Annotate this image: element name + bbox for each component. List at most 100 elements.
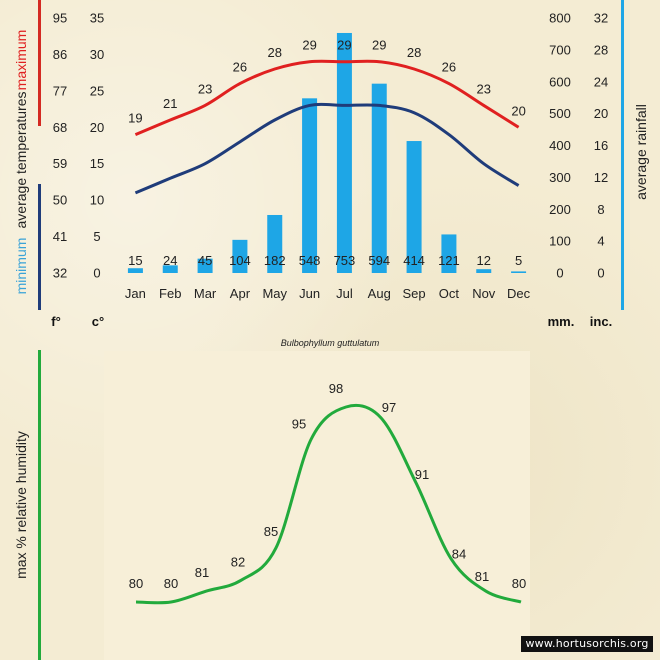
mm-unit: mm. (548, 314, 575, 329)
inch-tick: 20 (594, 106, 608, 121)
maximum-value-label: 21 (163, 96, 177, 111)
month-tick: Sep (403, 286, 426, 301)
fahrenheit-tick: 95 (53, 11, 67, 26)
celsius-tick: 25 (90, 83, 104, 98)
month-tick: Jul (336, 286, 353, 301)
inch-unit: inc. (590, 314, 612, 329)
humidity-value-label: 84 (452, 547, 466, 562)
mm-tick: 400 (549, 138, 571, 153)
fahrenheit-tick: 59 (53, 156, 67, 171)
rainfall-value-label: 24 (163, 253, 177, 268)
humidity-value-label: 80 (164, 576, 178, 591)
month-tick: Feb (159, 286, 181, 301)
rainfall-value-label: 594 (368, 253, 390, 268)
average-temperatures-label: average temperatures (13, 92, 29, 229)
maximum-value-label: 28 (268, 45, 282, 60)
humidity-value-label: 91 (415, 467, 429, 482)
inch-tick: 4 (597, 234, 604, 249)
fahrenheit-tick: 50 (53, 193, 67, 208)
humidity-axis-title: max % relative humidity (13, 431, 29, 579)
inch-tick: 16 (594, 138, 608, 153)
maximum-value-label: 19 (128, 111, 142, 126)
rainfall-bar (162, 265, 178, 273)
rainfall-value-label: 414 (403, 253, 425, 268)
mm-tick: 500 (549, 106, 571, 121)
rainfall-value-label: 45 (198, 253, 212, 268)
rainfall-bar (336, 32, 352, 274)
mm-tick: 200 (549, 202, 571, 217)
maximum-value-label: 23 (477, 81, 491, 96)
rainfall-bar (511, 271, 527, 273)
humidity-value-label: 82 (231, 554, 245, 569)
rainfall-value-label: 121 (438, 253, 460, 268)
mm-tick: 800 (549, 11, 571, 26)
maximum-value-label: 26 (233, 60, 247, 75)
minimum-label: minimum (13, 238, 29, 295)
mm-tick: 300 (549, 170, 571, 185)
fahrenheit-tick: 41 (53, 229, 67, 244)
temperature-lines-group (134, 59, 520, 195)
fahrenheit-tick: 86 (53, 47, 67, 62)
humidity-value-label: 80 (129, 576, 143, 591)
humidity-value-label: 81 (475, 569, 489, 584)
humidity-value-label: 81 (195, 565, 209, 580)
humidity-value-label: 85 (264, 524, 278, 539)
celsius-unit: c° (92, 314, 104, 329)
month-tick: Nov (472, 286, 496, 301)
month-tick: Oct (439, 286, 460, 301)
maximum-temperature-line (134, 59, 520, 136)
fahrenheit-tick: 77 (53, 83, 67, 98)
rainfall-bar (232, 239, 248, 273)
maximum-value-label: 29 (372, 38, 386, 53)
inch-tick: 32 (594, 11, 608, 26)
celsius-tick: 15 (90, 156, 104, 171)
celsius-tick: 35 (90, 11, 104, 26)
mm-tick: 600 (549, 74, 571, 89)
humidity-line (135, 403, 522, 605)
average-rainfall-label: average rainfall (633, 104, 649, 200)
rainfall-bar (406, 141, 422, 273)
fahrenheit-tick: 68 (53, 120, 67, 135)
minimum-temperature-line (134, 102, 520, 195)
value-labels-group: 19 21 23 26 28 29 29 29 28 26 23 20 15 24 45 104 182 548 7… (128, 38, 526, 268)
inch-tick: 24 (594, 74, 608, 89)
maximum-value-label: 23 (198, 81, 212, 96)
celsius-tick: 20 (90, 120, 104, 135)
rainfall-bar (476, 269, 492, 273)
rainfall-bar (441, 234, 457, 273)
rainfall-bar (197, 258, 213, 273)
rainfall-axis-bar (621, 0, 624, 310)
month-tick: Jan (125, 286, 146, 301)
celsius-tick: 0 (93, 266, 100, 281)
rainfall-bars-group (127, 32, 527, 274)
rainfall-value-label: 15 (128, 253, 142, 268)
month-tick: Jun (299, 286, 320, 301)
rainfall-value-label: 5 (515, 253, 522, 268)
month-tick: Aug (368, 286, 391, 301)
maximum-axis-bar (38, 0, 41, 126)
month-tick: Apr (230, 286, 251, 301)
month-tick: Dec (507, 286, 531, 301)
rainfall-value-label: 12 (477, 253, 491, 268)
fahrenheit-unit: f° (51, 314, 61, 329)
rainfall-value-label: 548 (299, 253, 321, 268)
rainfall-bar (371, 83, 387, 273)
humidity-panel (104, 351, 530, 660)
humidity-value-label: 95 (292, 417, 306, 432)
rainfall-bar (127, 268, 143, 273)
humidity-value-label: 98 (329, 381, 343, 396)
rainfall-value-label: 753 (334, 253, 356, 268)
humidity-value-label: 80 (512, 576, 526, 591)
maximum-label: maximum (13, 30, 29, 91)
maximum-value-label: 29 (337, 38, 351, 53)
rainfall-bar (267, 214, 283, 273)
humidity-value-label: 97 (382, 400, 396, 415)
species-name: Bulbophyllum guttulatum (281, 338, 380, 348)
humidity-group: 80 80 81 82 85 95 98 97 91 84 81 80 (129, 381, 526, 605)
celsius-tick: 10 (90, 193, 104, 208)
maximum-value-label: 28 (407, 45, 421, 60)
fahrenheit-tick: 32 (53, 266, 67, 281)
